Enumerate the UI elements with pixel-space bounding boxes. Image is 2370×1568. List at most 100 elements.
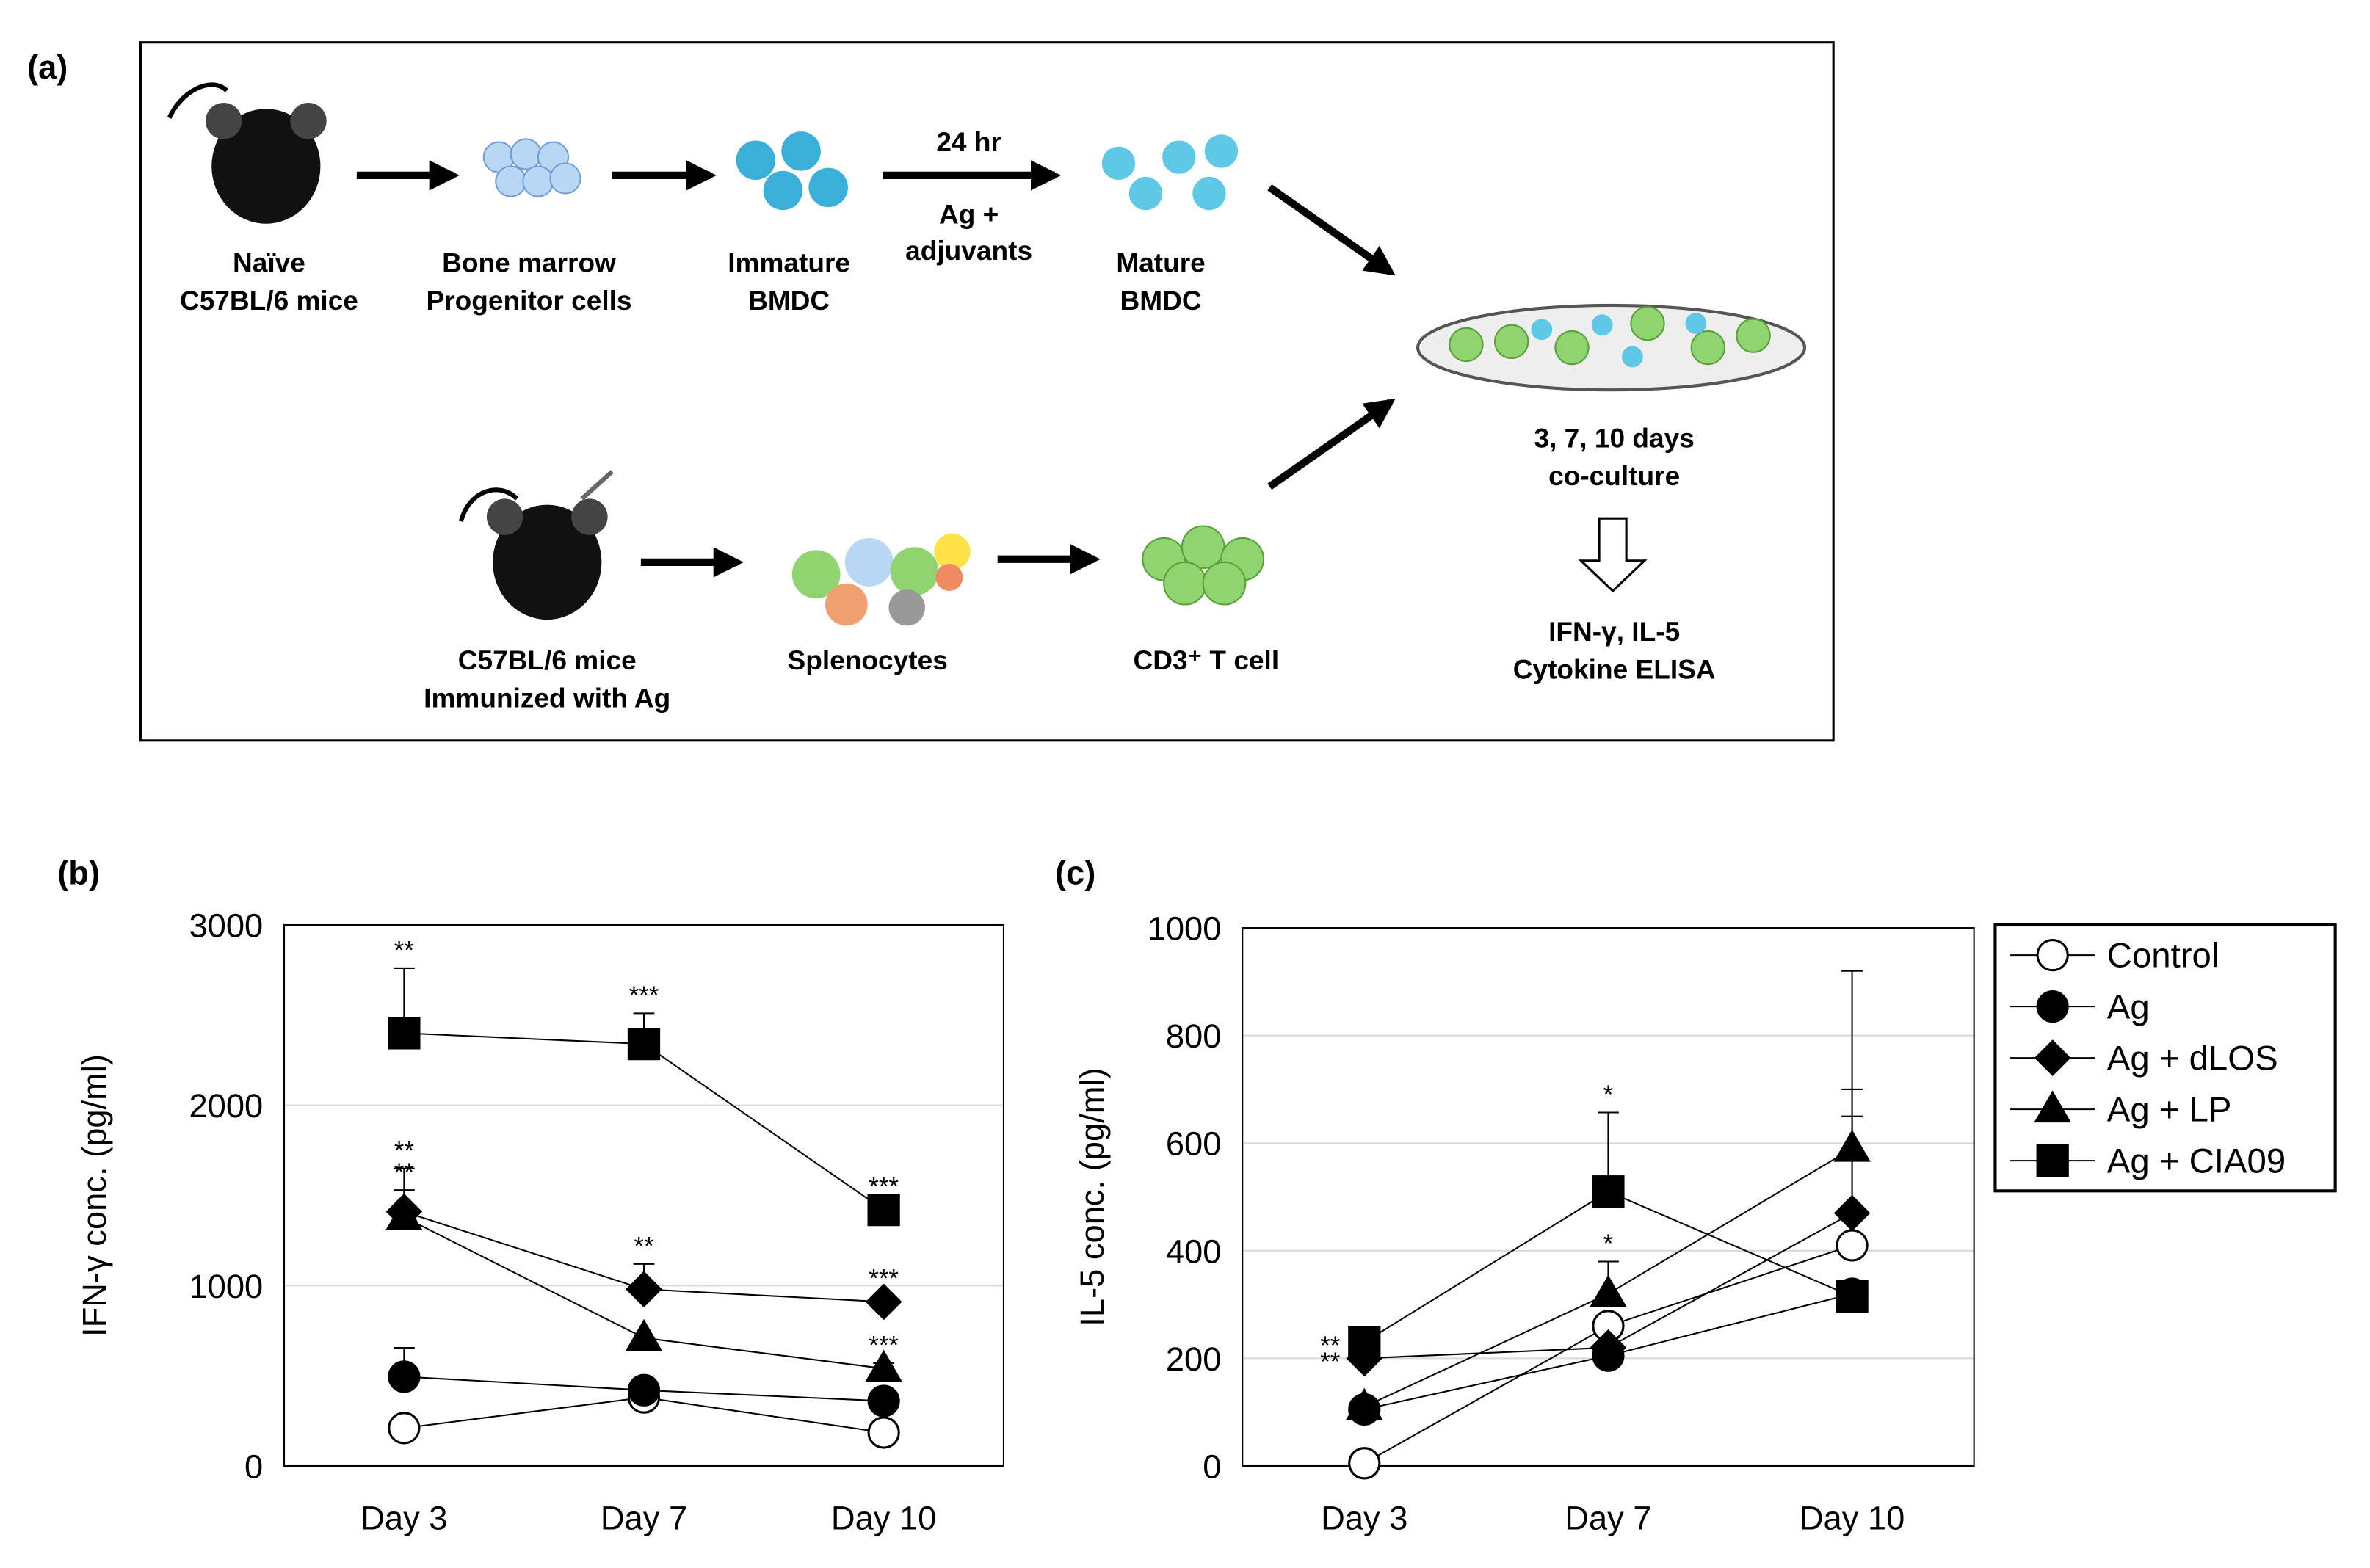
error-bar	[1841, 970, 1863, 1149]
diagram-frame	[139, 41, 1835, 742]
node-label: Immunized with Ag	[424, 683, 670, 714]
node-label: BMDC	[748, 285, 830, 316]
node-label: Splenocytes	[788, 645, 948, 675]
progenitor-cells	[482, 138, 581, 197]
panel-label: (c)	[1055, 854, 1095, 891]
marker	[867, 1384, 900, 1418]
significance: **	[1320, 1348, 1341, 1376]
significance: **	[634, 1232, 654, 1260]
y-tick-label: 3000	[189, 907, 263, 944]
node-label: C57BL/6 mice	[458, 645, 637, 675]
marker	[388, 1017, 421, 1050]
y-tick-label: 0	[1203, 1448, 1221, 1485]
legend-label: Ag + dLOS	[2107, 1039, 2278, 1078]
marker	[388, 1360, 421, 1393]
marker	[1590, 1329, 1627, 1366]
marker	[626, 1271, 662, 1308]
arrow-label: Ag +	[939, 199, 999, 230]
y-tick-label: 1000	[1148, 910, 1222, 948]
legend-label: Ag + CIA09	[2107, 1142, 2286, 1181]
y-tick-label: 400	[1166, 1233, 1222, 1270]
node-label: Immature	[728, 247, 850, 278]
significance: ***	[869, 1265, 899, 1293]
marker	[388, 1412, 421, 1445]
y-tick-label: 200	[1166, 1340, 1222, 1378]
node-label: IFN-γ, IL-5	[1548, 616, 1680, 647]
significance: ***	[629, 981, 659, 1010]
t-cells	[1142, 525, 1265, 606]
significance: ***	[869, 1332, 899, 1360]
marker	[1592, 1175, 1625, 1208]
y-tick-label: 1000	[189, 1268, 263, 1305]
node-label: Bone marrow	[442, 247, 616, 278]
marker	[865, 1349, 902, 1382]
node-label: Mature	[1116, 247, 1205, 278]
node-label: 3, 7, 10 days	[1534, 422, 1694, 453]
marker	[385, 1198, 423, 1230]
marker	[1348, 1447, 1381, 1480]
legend-label: Control	[2107, 937, 2219, 976]
node-label: C57BL/6 mice	[180, 285, 358, 316]
legend-label: Ag + LP	[2107, 1091, 2232, 1130]
y-axis-label: IL-5 conc. (pg/ml)	[1073, 1067, 1111, 1326]
panel-label: (b)	[57, 854, 100, 891]
x-tick-label: Day 3	[1321, 1499, 1407, 1536]
node-label: co-culture	[1548, 460, 1680, 491]
x-tick-label: Day 10	[831, 1499, 936, 1536]
y-tick-label: 600	[1166, 1125, 1222, 1163]
down-arrow	[1578, 517, 1648, 593]
marker	[1590, 1274, 1627, 1307]
significance: **	[394, 937, 415, 965]
mature-bmdc	[1101, 134, 1239, 211]
y-tick-label: 800	[1166, 1017, 1222, 1055]
node-label: Naïve	[233, 247, 305, 278]
y-tick-label: 0	[244, 1448, 263, 1485]
marker	[627, 1027, 661, 1061]
arrow	[356, 160, 1396, 578]
significance: ***	[869, 1172, 899, 1201]
marker	[2036, 990, 2069, 1023]
significance: **	[394, 1136, 415, 1165]
arrow-label: adjuvants	[905, 235, 1032, 266]
plot-frame	[283, 923, 1004, 1467]
significance: **	[1320, 1332, 1341, 1360]
marker	[2036, 939, 2069, 972]
marker	[625, 1318, 663, 1351]
mouse-icon	[458, 470, 614, 620]
panel-label: (a)	[27, 48, 68, 86]
culture-dish	[1416, 303, 1807, 392]
marker	[627, 1373, 661, 1407]
marker	[867, 1416, 900, 1449]
marker	[2034, 1090, 2072, 1123]
mouse-icon	[167, 82, 327, 224]
marker	[1833, 1194, 1871, 1232]
marker	[2036, 1144, 2069, 1177]
marker	[1833, 1129, 1871, 1162]
marker	[1345, 1387, 1383, 1420]
node-label: Progenitor cells	[427, 285, 632, 316]
marker	[2034, 1039, 2071, 1076]
x-tick-label: Day 7	[1565, 1499, 1651, 1536]
significance: *	[1603, 1230, 1614, 1258]
x-tick-label: Day 10	[1800, 1499, 1905, 1536]
marker	[1836, 1229, 1869, 1262]
splenocytes	[791, 533, 971, 626]
marker	[865, 1283, 902, 1321]
significance: *	[1603, 1081, 1614, 1109]
x-tick-label: Day 3	[360, 1499, 447, 1536]
node-label: BMDC	[1120, 285, 1201, 316]
node-label: CD3⁺ T cell	[1133, 645, 1279, 675]
plot-frame	[1242, 927, 1975, 1467]
marker	[867, 1193, 900, 1227]
immature-bmdc	[736, 131, 848, 211]
arrow-label: 24 hr	[936, 126, 1001, 157]
legend-label: Ag	[2107, 988, 2150, 1027]
x-tick-label: Day 7	[601, 1499, 687, 1536]
y-axis-label: IFN-γ conc. (pg/ml)	[76, 1054, 113, 1337]
y-tick-label: 2000	[189, 1087, 263, 1125]
node-label: Cytokine ELISA	[1513, 653, 1716, 684]
marker	[1836, 1280, 1869, 1313]
marker	[1348, 1326, 1381, 1359]
significance: **	[394, 1158, 415, 1187]
